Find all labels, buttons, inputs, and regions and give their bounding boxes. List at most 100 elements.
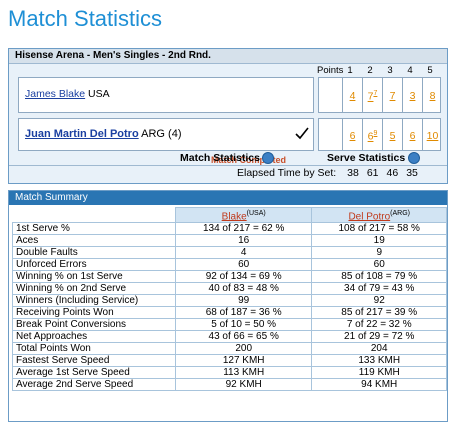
points-label: Points bbox=[317, 65, 344, 76]
set-number: 1 bbox=[347, 65, 353, 76]
stat-value: 92 bbox=[311, 294, 447, 308]
stat-value: 108 of 217 = 58 % bbox=[311, 222, 447, 236]
elapsed-label: Elapsed Time by Set: bbox=[237, 167, 337, 179]
summary-row: Unforced Errors 60 60 bbox=[12, 258, 447, 272]
link-icon[interactable] bbox=[408, 152, 420, 164]
separator bbox=[9, 165, 447, 166]
stat-label: Average 2nd Serve Speed bbox=[12, 378, 176, 392]
summary-table: Blake(USA) Del Potro(ARG) 1st Serve % 134… bbox=[12, 206, 447, 392]
event-header: Hisense Arena - Men's Singles - 2nd Rnd. bbox=[9, 49, 447, 64]
link-text[interactable]: Serve Statistics bbox=[327, 152, 406, 164]
column-header: Blake(USA) bbox=[174, 206, 313, 224]
stat-value: 60 bbox=[311, 258, 447, 272]
stat-value: 9 bbox=[311, 246, 447, 260]
stat-value: 68 of 187 = 36 % bbox=[174, 306, 313, 320]
set-score: 3 bbox=[409, 90, 416, 102]
stat-value: 200 bbox=[174, 342, 313, 356]
stat-label: Receiving Points Won bbox=[12, 306, 176, 320]
stat-label: 1st Serve % bbox=[12, 222, 176, 236]
stat-value: 4 bbox=[174, 246, 313, 260]
set-number: 4 bbox=[407, 65, 413, 76]
summary-row: Average 1st Serve Speed 113 KMH 119 KMH bbox=[12, 366, 447, 380]
summary-row: Fastest Serve Speed 127 KMH 133 KMH bbox=[12, 354, 447, 368]
stat-value: 127 KMH bbox=[174, 354, 313, 368]
column-header-row: Blake(USA) Del Potro(ARG) bbox=[12, 206, 447, 224]
stat-value: 60 bbox=[174, 258, 313, 272]
summary-row: Net Approaches 43 of 66 = 65 % 21 of 29 = … bbox=[12, 330, 447, 344]
summary-row: Break Point Conversions 5 of 10 = 50 % 7 o… bbox=[12, 318, 447, 332]
set-number: 3 bbox=[387, 65, 393, 76]
winner-check bbox=[295, 127, 309, 140]
summary-header: Match Summary bbox=[9, 191, 447, 205]
score-spacer bbox=[319, 119, 342, 150]
set-score: 5 bbox=[389, 130, 396, 142]
player-country: ARG (4) bbox=[141, 128, 182, 140]
column-country: (ARG) bbox=[390, 210, 410, 217]
link-icon[interactable] bbox=[262, 152, 274, 164]
stat-value: 5 of 10 = 50 % bbox=[174, 318, 313, 332]
stat-label: Net Approaches bbox=[12, 330, 176, 344]
stat-value: 113 KMH bbox=[174, 366, 313, 380]
player-link[interactable]: Blake bbox=[221, 211, 247, 223]
summary-row: Double Faults 4 9 bbox=[12, 246, 447, 260]
summary-panel: Match Summary Blake(USA) Del Potro(ARG) … bbox=[8, 190, 448, 422]
set-score: 4 bbox=[349, 90, 356, 102]
stat-value: 40 of 83 = 48 % bbox=[174, 282, 313, 296]
stat-value: 94 KMH bbox=[311, 378, 447, 392]
stat-value: 7 of 22 = 32 % bbox=[311, 318, 447, 332]
stat-value: 99 bbox=[174, 294, 313, 308]
blank-header bbox=[12, 207, 176, 224]
stat-value: 133 KMH bbox=[311, 354, 447, 368]
summary-row: Winning % on 1st Serve 92 of 134 = 69 % 85… bbox=[12, 270, 447, 284]
summary-row: Average 2nd Serve Speed 92 KMH 94 KMH bbox=[12, 378, 447, 392]
score-cell: 69 bbox=[362, 119, 382, 150]
stat-label: Break Point Conversions bbox=[12, 318, 176, 332]
set-number: 5 bbox=[427, 65, 433, 76]
stats-link[interactable]: Match Statistics bbox=[180, 152, 260, 164]
set-score: 7 bbox=[367, 90, 374, 103]
player-box: James Blake USA bbox=[18, 77, 314, 113]
score-cell: 8 bbox=[422, 78, 442, 112]
elapsed-time: 46 bbox=[386, 167, 399, 179]
player-country: USA bbox=[88, 88, 110, 100]
stat-label: Winning % on 1st Serve bbox=[12, 270, 176, 284]
score-cell: 7 bbox=[382, 78, 402, 112]
player-link[interactable]: James Blake bbox=[25, 88, 86, 100]
match-status: Match Completed bbox=[211, 155, 287, 165]
player-link[interactable]: Del Potro bbox=[348, 211, 391, 223]
stat-label: Double Faults bbox=[12, 246, 176, 260]
set-number: 2 bbox=[367, 65, 373, 76]
summary-row: Winning % on 2nd Serve 40 of 83 = 48 % 34 … bbox=[12, 282, 447, 296]
summary-row: 1st Serve % 134 of 217 = 62 % 108 of 217 =… bbox=[12, 222, 447, 236]
stat-label: Fastest Serve Speed bbox=[12, 354, 176, 368]
stat-value: 85 of 217 = 39 % bbox=[311, 306, 447, 320]
summary-row: Receiving Points Won 68 of 187 = 36 % 85 o… bbox=[12, 306, 447, 320]
score-cell: 5 bbox=[382, 119, 402, 150]
stat-label: Aces bbox=[12, 234, 176, 248]
set-score: 6 bbox=[349, 130, 356, 142]
tiebreak-score: 7 bbox=[373, 90, 378, 97]
stat-value: 19 bbox=[311, 234, 447, 248]
set-score: 8 bbox=[429, 90, 436, 102]
stat-value: 204 bbox=[311, 342, 447, 356]
column-header: Del Potro(ARG) bbox=[311, 206, 447, 224]
player-link[interactable]: Juan Martin Del Potro bbox=[25, 128, 139, 140]
stat-label: Winners (Including Service) bbox=[12, 294, 176, 308]
set-score: 7 bbox=[389, 90, 396, 102]
set-score: 6 bbox=[367, 130, 374, 143]
stat-value: 92 of 134 = 69 % bbox=[174, 270, 313, 284]
score-cell: 6 bbox=[402, 119, 422, 150]
link-text[interactable]: Match Statistics bbox=[180, 152, 260, 164]
score-box: 6 69 5 6 10 bbox=[318, 118, 441, 151]
score-spacer bbox=[319, 78, 342, 112]
stat-value: 85 of 108 = 79 % bbox=[311, 270, 447, 284]
column-country: (USA) bbox=[246, 210, 266, 217]
serve-link[interactable]: Serve Statistics bbox=[327, 152, 405, 164]
score-cell: 3 bbox=[402, 78, 422, 112]
elapsed-time: 61 bbox=[366, 167, 379, 179]
stat-value: 134 of 217 = 62 % bbox=[174, 222, 313, 236]
tiebreak-score: 9 bbox=[373, 130, 378, 137]
stat-label: Total Points Won bbox=[12, 342, 176, 356]
elapsed-time: 38 bbox=[347, 167, 359, 179]
